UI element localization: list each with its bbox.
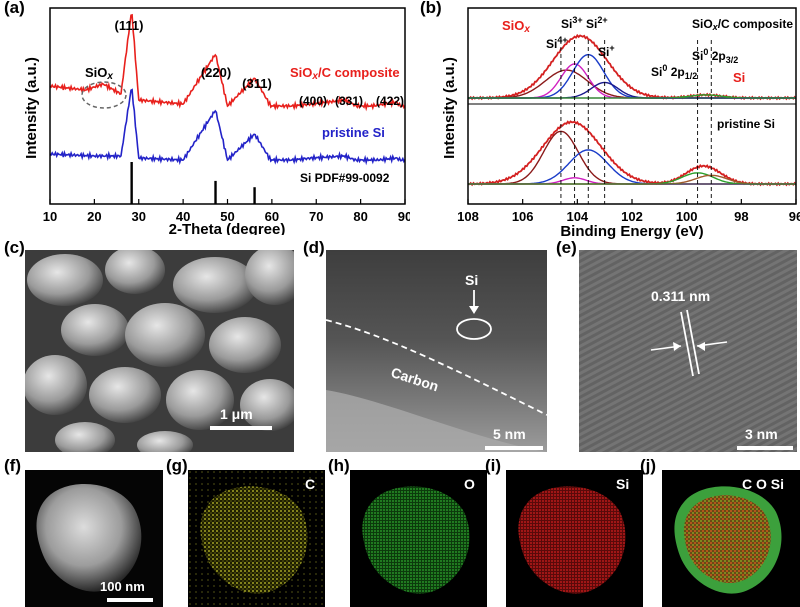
- legend-pristine: pristine Si: [322, 125, 385, 140]
- xps-composite-label: SiOx/C composite: [692, 17, 793, 32]
- siox-label: SiOx: [85, 65, 113, 82]
- hrtem-scale-label: 3 nm: [745, 426, 778, 442]
- si4-label: Si4+: [546, 35, 568, 51]
- xps-xtick-label: 96: [789, 209, 800, 224]
- peak-label-331: (331): [335, 94, 363, 108]
- eds-o-label: O: [464, 476, 475, 492]
- xps-xtick-label: 100: [676, 209, 698, 224]
- panel-label-b: (b): [420, 0, 442, 17]
- panel-label-j: (j): [640, 456, 657, 475]
- tem-image: Si Carbon 5 nm: [326, 250, 547, 452]
- xrd-ylabel: Intensity (a.u.): [23, 57, 40, 159]
- xps-series-composite-component: [468, 63, 796, 99]
- xrd-xtick-label: 20: [87, 209, 101, 224]
- xrd-xtick-label: 50: [220, 209, 234, 224]
- xrd-series-composite: [49, 13, 406, 112]
- sem-scale-bar: [210, 426, 272, 430]
- xps-series-pristine-component: [468, 149, 796, 185]
- si1-label: Si+: [598, 43, 615, 59]
- xps-pristine-label: pristine Si: [717, 117, 775, 131]
- xrd-xtick-label: 40: [176, 209, 190, 224]
- xps-xlabel: Binding Energy (eV): [560, 223, 703, 240]
- hrtem-scale-bar: [737, 446, 793, 450]
- hrtem-spacing-label: 0.311 nm: [651, 288, 711, 304]
- eds-si-label: Si: [616, 476, 630, 492]
- haadf-scale-bar: [107, 598, 153, 602]
- panel-label-c: (c): [4, 238, 25, 257]
- panel-label-h: (h): [328, 456, 350, 475]
- panel-label-g: (g): [166, 456, 188, 475]
- xps-series-composite-envelope: [467, 33, 797, 101]
- sem-image: 1 μm: [25, 250, 294, 452]
- xps-xtick-label: 106: [512, 209, 534, 224]
- peak-label-220: (220): [201, 65, 231, 80]
- xrd-xtick-label: 30: [132, 209, 146, 224]
- si2-label: Si2+: [586, 15, 608, 31]
- peak-label-422: (422): [376, 94, 404, 108]
- peak-label-400: (400): [299, 94, 327, 108]
- xrd-xtick-label: 90: [398, 209, 410, 224]
- xps-ylabel: Intensity (a.u.): [441, 57, 458, 159]
- eds-overlay-label: C O Si: [742, 476, 785, 492]
- eds-map-overlay: C O Si: [662, 470, 800, 607]
- xps-si-red-label: Si: [733, 70, 745, 85]
- eds-map-o: O: [350, 470, 487, 607]
- sem-scale-label: 1 μm: [220, 406, 253, 422]
- xrd-xlabel: 2-Theta (degree): [169, 221, 286, 235]
- tem-si-label: Si: [465, 272, 479, 288]
- si0-2p32-label: Si0 2p3/2: [692, 47, 738, 65]
- panel-label-d: (d): [303, 238, 325, 257]
- xps-xtick-label: 108: [457, 209, 479, 224]
- xps-chart: 108 106 104 102 100 98 96 Intensity (a.u.) Bin…: [441, 7, 800, 240]
- xrd-chart: 10 20 30 40 50 60 70 80 90 Intensity (a.u.) 2-Th…: [23, 7, 410, 235]
- eds-c-label: C: [305, 476, 316, 492]
- xps-siox-label: SiOx: [502, 18, 530, 35]
- xps-xtick-label: 102: [621, 209, 643, 224]
- panel-label-f: (f): [4, 456, 21, 475]
- xrd-xtick-label: 60: [265, 209, 279, 224]
- peak-label-111: (111): [115, 18, 144, 33]
- si3-label: Si3+: [561, 15, 583, 31]
- xrd-xtick-label: 10: [43, 209, 57, 224]
- xps-xtick-label: 104: [566, 209, 588, 224]
- hrtem-image: 0.311 nm 3 nm: [579, 250, 797, 452]
- xps-xtick-label: 98: [734, 209, 748, 224]
- tem-scale-bar: [485, 446, 543, 450]
- haadf-image: 100 nm: [25, 470, 163, 607]
- eds-map-c: C: [188, 470, 325, 607]
- legend-pdf: Si PDF#99-0092: [300, 171, 390, 185]
- xrd-series-pristine: [49, 88, 406, 166]
- xrd-xtick-label: 70: [309, 209, 323, 224]
- peak-label-311: (311): [242, 76, 272, 91]
- si0-2p12-label: Si0 2p1/2: [651, 63, 697, 81]
- eds-map-si: Si: [506, 470, 643, 607]
- tem-scale-label: 5 nm: [493, 426, 526, 442]
- xrd-xtick-label: 80: [353, 209, 367, 224]
- legend-composite: SiOx/C composite: [290, 65, 400, 82]
- siox-region-ellipse: [81, 81, 127, 109]
- panel-label-a: (a): [4, 0, 25, 17]
- panel-label-e: (e): [556, 238, 577, 257]
- panel-label-i: (i): [485, 456, 502, 475]
- xps-series-composite-component: [468, 53, 796, 99]
- haadf-scale-label: 100 nm: [100, 579, 145, 594]
